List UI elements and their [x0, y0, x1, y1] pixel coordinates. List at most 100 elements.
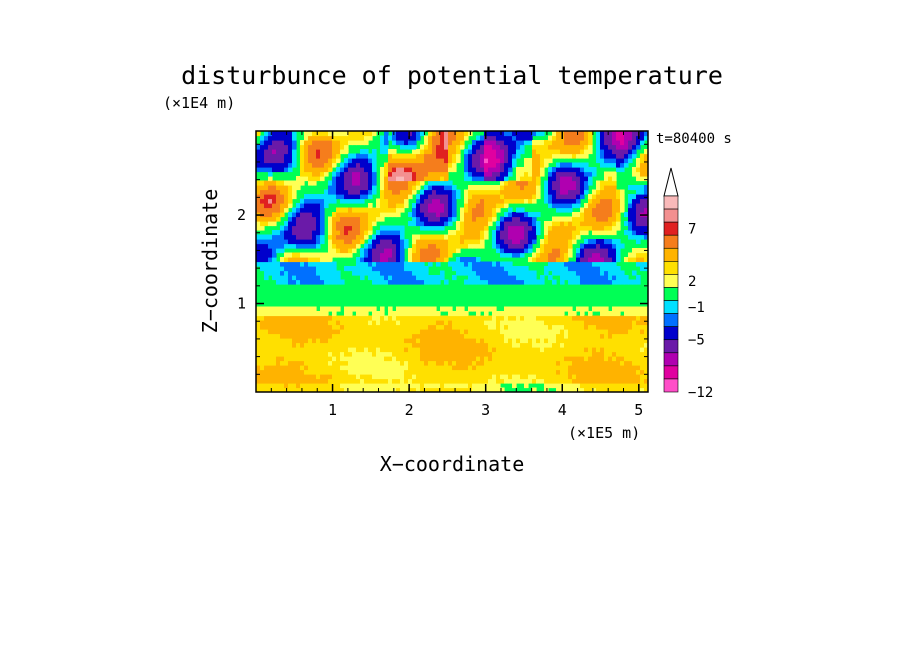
- heatmap-cell: [600, 261, 605, 267]
- heatmap-cell: [584, 257, 589, 263]
- heatmap-cell: [536, 221, 541, 227]
- heatmap-cell: [512, 369, 517, 375]
- heatmap-cell: [432, 347, 437, 353]
- heatmap-cell: [544, 252, 549, 258]
- heatmap-cell: [556, 374, 561, 380]
- heatmap-cell: [384, 162, 389, 168]
- heatmap-cell: [532, 153, 537, 159]
- heatmap-cell: [488, 207, 493, 213]
- heatmap-cell: [328, 351, 333, 357]
- heatmap-cell: [636, 194, 641, 200]
- heatmap-cell: [388, 162, 393, 168]
- heatmap-cell: [576, 162, 581, 168]
- heatmap-cell: [304, 342, 309, 348]
- heatmap-cell: [528, 185, 533, 191]
- heatmap-cell: [332, 144, 337, 150]
- heatmap-cell: [452, 185, 457, 191]
- heatmap-cell: [564, 171, 569, 177]
- heatmap-cell: [392, 239, 397, 245]
- heatmap-cell: [368, 153, 373, 159]
- heatmap-cell: [284, 270, 289, 276]
- heatmap-cell: [496, 248, 501, 254]
- heatmap-cell: [404, 338, 409, 344]
- heatmap-cell: [424, 216, 429, 222]
- heatmap-cell: [524, 329, 529, 335]
- heatmap-cell: [344, 212, 349, 218]
- heatmap-cell: [264, 270, 269, 276]
- heatmap-cell: [524, 194, 529, 200]
- heatmap-cell: [408, 324, 413, 330]
- heatmap-cell: [460, 144, 465, 150]
- heatmap-cell: [348, 374, 353, 380]
- heatmap-cell: [412, 234, 417, 240]
- heatmap-cell: [512, 189, 517, 195]
- heatmap-cell: [276, 189, 281, 195]
- heatmap-cell: [376, 270, 381, 276]
- heatmap-cell: [476, 216, 481, 222]
- heatmap-cell: [260, 329, 265, 335]
- heatmap-cell: [408, 279, 413, 285]
- heatmap-cell: [460, 257, 465, 263]
- heatmap-cell: [588, 167, 593, 173]
- heatmap-cell: [632, 356, 637, 362]
- heatmap-cell: [260, 261, 265, 267]
- heatmap-cell: [588, 135, 593, 141]
- heatmap-cell: [620, 378, 625, 384]
- heatmap-cell: [440, 216, 445, 222]
- heatmap-cell: [584, 261, 589, 267]
- heatmap-cell: [304, 369, 309, 375]
- heatmap-cell: [320, 270, 325, 276]
- heatmap-cell: [464, 360, 469, 366]
- heatmap-cell: [352, 347, 357, 353]
- heatmap-cell: [468, 351, 473, 357]
- heatmap-field: [256, 131, 648, 392]
- heatmap-cell: [432, 383, 437, 389]
- heatmap-cell: [560, 342, 565, 348]
- heatmap-cell: [524, 225, 529, 231]
- heatmap-cell: [496, 198, 501, 204]
- heatmap-cell: [404, 275, 409, 281]
- heatmap-cell: [612, 176, 617, 182]
- heatmap-cell: [472, 216, 477, 222]
- heatmap-cell: [368, 351, 373, 357]
- heatmap-cell: [440, 270, 445, 276]
- heatmap-cell: [408, 275, 413, 281]
- heatmap-cell: [268, 140, 273, 146]
- heatmap-cell: [552, 131, 557, 137]
- heatmap-cell: [616, 383, 621, 389]
- colorbar-overflow-triangle: [663, 167, 679, 197]
- heatmap-cell: [532, 239, 537, 245]
- heatmap-cell: [496, 338, 501, 344]
- heatmap-cell: [316, 279, 321, 285]
- heatmap-cell: [268, 158, 273, 164]
- heatmap-cell: [308, 378, 313, 384]
- heatmap-cell: [488, 203, 493, 209]
- heatmap-cell: [456, 140, 461, 146]
- heatmap-cell: [512, 194, 517, 200]
- heatmap-cell: [356, 162, 361, 168]
- heatmap-cell: [568, 360, 573, 366]
- heatmap-cell: [280, 194, 285, 200]
- heatmap-cell: [480, 338, 485, 344]
- heatmap-cell: [288, 333, 293, 339]
- heatmap-cell: [444, 189, 449, 195]
- heatmap-cell: [304, 144, 309, 150]
- heatmap-cell: [300, 149, 305, 155]
- heatmap-cell: [328, 387, 333, 392]
- heatmap-cell: [312, 167, 317, 173]
- heatmap-cell: [628, 356, 633, 362]
- heatmap-cell: [344, 374, 349, 380]
- heatmap-cell: [304, 225, 309, 231]
- heatmap-cell: [408, 252, 413, 258]
- heatmap-cell: [460, 270, 465, 276]
- heatmap-cell: [320, 162, 325, 168]
- heatmap-cell: [272, 266, 277, 272]
- heatmap-cell: [308, 203, 313, 209]
- heatmap-cell: [304, 266, 309, 272]
- heatmap-cell: [512, 131, 517, 137]
- heatmap-cell: [276, 342, 281, 348]
- heatmap-cell: [284, 234, 289, 240]
- heatmap-cell: [504, 225, 509, 231]
- heatmap-cell: [468, 360, 473, 366]
- heatmap-cell: [364, 306, 369, 312]
